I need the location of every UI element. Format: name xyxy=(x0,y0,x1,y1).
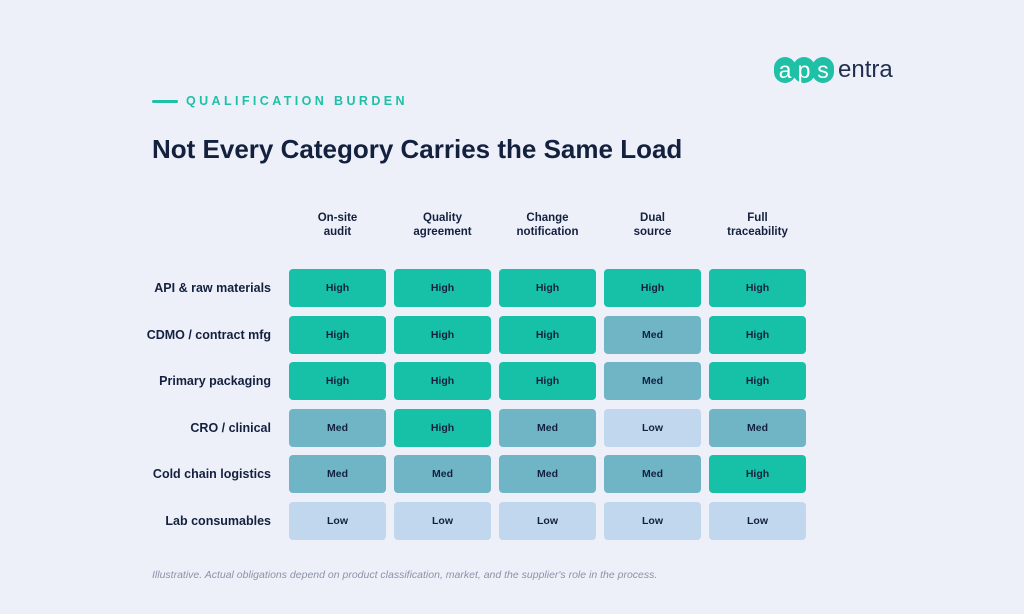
column-header: On-site audit xyxy=(289,212,387,239)
row-label: CDMO / contract mfg xyxy=(146,328,271,342)
column-header-line: Change xyxy=(526,212,569,224)
column-header-line: traceability xyxy=(727,225,788,238)
matrix-cell: Med xyxy=(499,409,596,447)
column-header: Dual source xyxy=(604,212,702,239)
matrix-cell: High xyxy=(289,362,386,400)
matrix-cell: Med xyxy=(709,409,806,447)
matrix-cell: High xyxy=(709,455,806,493)
matrix-cell: Med xyxy=(499,455,596,493)
logo-letter: s xyxy=(812,57,834,83)
matrix-cell: High xyxy=(499,269,596,307)
matrix-cell: Low xyxy=(709,502,806,540)
logo-letter: a xyxy=(774,57,796,83)
column-header-line: audit xyxy=(323,225,352,238)
row-label: CRO / clinical xyxy=(190,421,271,435)
matrix-cell: High xyxy=(394,269,491,307)
matrix-cell: Low xyxy=(394,502,491,540)
matrix-cell: High xyxy=(289,316,386,354)
column-header-line: On-site xyxy=(317,212,358,224)
apsentra-logo: a p s entra xyxy=(774,56,893,84)
footnote: Illustrative. Actual obligations depend … xyxy=(152,569,658,581)
matrix-cell: High xyxy=(394,316,491,354)
matrix-cell: High xyxy=(394,409,491,447)
column-header: Quality agreement xyxy=(394,212,492,239)
matrix-cell: Low xyxy=(499,502,596,540)
row-label: Cold chain logistics xyxy=(152,467,271,481)
logo-wordmark: entra xyxy=(838,56,893,83)
row-label: Primary packaging xyxy=(159,374,271,388)
column-header-line: agreement xyxy=(413,225,472,238)
matrix-cell: Med xyxy=(394,455,491,493)
matrix-cell: Low xyxy=(289,502,386,540)
matrix-cell: High xyxy=(394,362,491,400)
matrix-cell: High xyxy=(709,269,806,307)
column-header-line: Quality xyxy=(423,212,462,224)
row-label: API & raw materials xyxy=(154,281,271,295)
eyebrow-accent-bar xyxy=(152,99,178,103)
column-header-line: Dual xyxy=(640,212,665,224)
column-header: Full traceability xyxy=(709,212,807,239)
matrix-cell: High xyxy=(709,316,806,354)
matrix-cell: Med xyxy=(289,455,386,493)
matrix-cell: High xyxy=(499,316,596,354)
matrix-cell: Low xyxy=(604,409,701,447)
matrix-cell: Med xyxy=(604,316,701,354)
row-label: Lab consumables xyxy=(165,514,271,528)
matrix-cell: Med xyxy=(289,409,386,447)
matrix-cell: Low xyxy=(604,502,701,540)
matrix-cell: High xyxy=(709,362,806,400)
logo-mark: a p s xyxy=(774,57,834,83)
section-eyebrow: QUALIFICATION BURDEN xyxy=(152,94,408,108)
column-header-line: notification xyxy=(516,225,579,238)
column-header-line: source xyxy=(633,225,672,238)
column-header: Change notification xyxy=(499,212,597,239)
eyebrow-label: QUALIFICATION BURDEN xyxy=(186,94,408,108)
matrix-cell: High xyxy=(499,362,596,400)
logo-letter: p xyxy=(793,57,815,83)
matrix-cell: High xyxy=(289,269,386,307)
matrix-cell: Med xyxy=(604,362,701,400)
matrix-cell: Med xyxy=(604,455,701,493)
column-header-line: Full xyxy=(747,212,768,224)
page-title: Not Every Category Carries the Same Load xyxy=(152,134,683,164)
matrix-cell: High xyxy=(604,269,701,307)
